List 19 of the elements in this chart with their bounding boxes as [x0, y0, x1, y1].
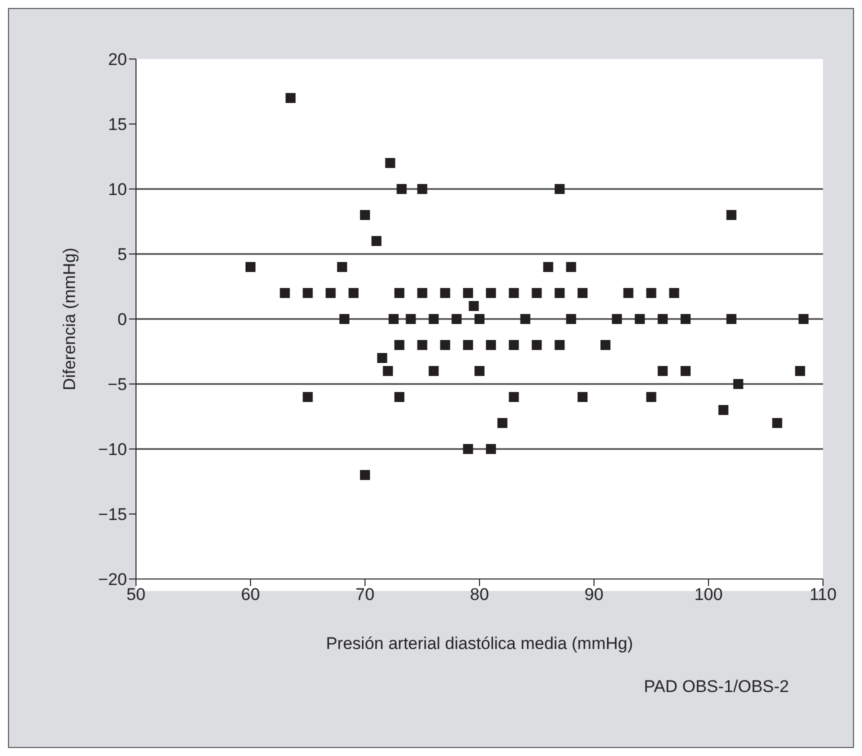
x-tick-label: 110	[809, 585, 837, 604]
y-tick-label: 5	[118, 245, 127, 264]
y-tick-label: −20	[98, 570, 127, 590]
y-tick-label: −5	[108, 375, 127, 394]
x-tick-label: 90	[584, 585, 604, 604]
y-tick-label: 20	[108, 50, 127, 70]
x-tick-label: 70	[356, 585, 374, 604]
x-axis-title: Presión arterial diastólica media (mmHg)	[326, 634, 634, 653]
x-tick-label: 50	[126, 585, 146, 604]
y-axis-title: Diferencia (mmHg)	[60, 248, 80, 390]
y-tick-label: −15	[98, 505, 127, 524]
x-tick-label: 100	[694, 585, 723, 604]
y-tick-label: −10	[98, 440, 127, 460]
x-tick-label: 60	[241, 585, 260, 604]
y-tick-label: 15	[108, 115, 127, 134]
x-tick-label: 80	[470, 585, 489, 604]
y-tick-label: 10	[108, 180, 127, 200]
text: PAD OBS-1/OBS-2	[644, 677, 789, 697]
y-tick-label: 0	[118, 310, 127, 330]
